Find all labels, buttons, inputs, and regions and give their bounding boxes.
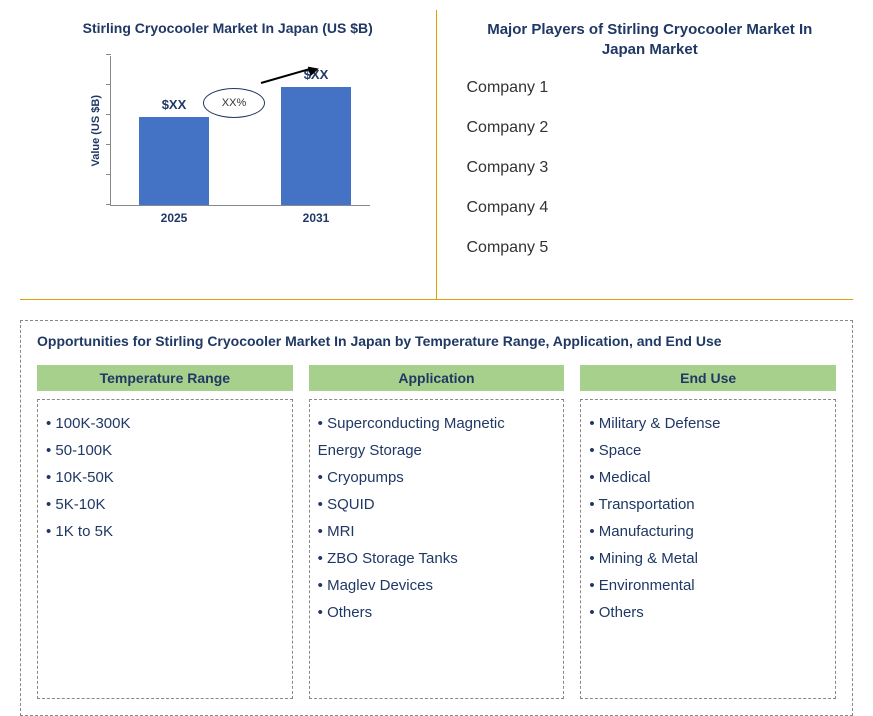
list-item: • MRI (318, 518, 556, 545)
list-item: • Space (589, 437, 827, 464)
opportunities-section: Opportunities for Stirling Cryocooler Ma… (20, 320, 853, 716)
column-body: • Superconducting Magnetic Energy Storag… (309, 399, 565, 699)
growth-arrow-icon (261, 70, 315, 90)
list-item: • Manufacturing (589, 518, 827, 545)
list-item: • Mining & Metal (589, 545, 827, 572)
top-row: Stirling Cryocooler Market In Japan (US … (20, 10, 853, 300)
y-tick (106, 144, 111, 145)
list-item: • Maglev Devices (318, 572, 556, 599)
list-item: • Environmental (589, 572, 827, 599)
chart-bar: $XX2025 (139, 117, 209, 205)
list-item: • Others (318, 599, 556, 626)
opportunity-column: Temperature Range• 100K-300K• 50-100K• 1… (37, 365, 293, 699)
chart-area: $XX2025 $XX2031 XX% (110, 56, 370, 206)
chart-bar: $XX2031 (281, 87, 351, 205)
opportunities-title: Opportunities for Stirling Cryocooler Ma… (37, 333, 836, 349)
y-tick (106, 114, 111, 115)
list-item: • Medical (589, 464, 827, 491)
player-item: Company 4 (467, 199, 834, 217)
y-tick (106, 54, 111, 55)
column-body: • Military & Defense• Space• Medical• Tr… (580, 399, 836, 699)
list-item: • Transportation (589, 491, 827, 518)
list-item: • SQUID (318, 491, 556, 518)
list-item: • ZBO Storage Tanks (318, 545, 556, 572)
list-item: • 100K-300K (46, 410, 284, 437)
column-header: End Use (580, 365, 836, 391)
list-item: • Cryopumps (318, 464, 556, 491)
players-list: Company 1 Company 2 Company 3 Company 4 Comp… (467, 79, 834, 257)
list-item: • Superconducting Magnetic Energy Storag… (318, 410, 556, 464)
chart-panel: Stirling Cryocooler Market In Japan (US … (20, 10, 437, 299)
opportunity-column: Application • Superconducting Magnetic En… (309, 365, 565, 699)
list-item: • 50-100K (46, 437, 284, 464)
column-header: Application (309, 365, 565, 391)
bar-value-label: $XX (139, 97, 209, 112)
column-body: • 100K-300K• 50-100K• 10K-50K• 5K-10K• 1… (37, 399, 293, 699)
player-item: Company 2 (467, 119, 834, 137)
chart-wrap: Value (US $B) $XX2025 $XX2031 XX% (90, 56, 426, 206)
list-item: • 10K-50K (46, 464, 284, 491)
players-title: Major Players of Stirling Cryocooler Mar… (467, 20, 834, 59)
y-tick (106, 84, 111, 85)
player-item: Company 5 (467, 239, 834, 257)
player-item: Company 1 (467, 79, 834, 97)
players-panel: Major Players of Stirling Cryocooler Mar… (437, 10, 854, 299)
y-tick (106, 204, 111, 205)
bar-x-label: 2025 (139, 211, 209, 225)
list-item: • 5K-10K (46, 491, 284, 518)
column-header: Temperature Range (37, 365, 293, 391)
list-item: • Others (589, 599, 827, 626)
chart-title: Stirling Cryocooler Market In Japan (US … (30, 20, 426, 36)
growth-ellipse: XX% (203, 88, 265, 118)
player-item: Company 3 (467, 159, 834, 177)
list-item: • Military & Defense (589, 410, 827, 437)
opportunities-columns: Temperature Range• 100K-300K• 50-100K• 1… (37, 365, 836, 699)
y-axis-label: Value (US $B) (90, 95, 102, 167)
bar-x-label: 2031 (281, 211, 351, 225)
opportunity-column: End Use • Military & Defense• Space• Medi… (580, 365, 836, 699)
y-tick (106, 174, 111, 175)
growth-label: XX% (222, 97, 246, 109)
list-item: • 1K to 5K (46, 518, 284, 545)
